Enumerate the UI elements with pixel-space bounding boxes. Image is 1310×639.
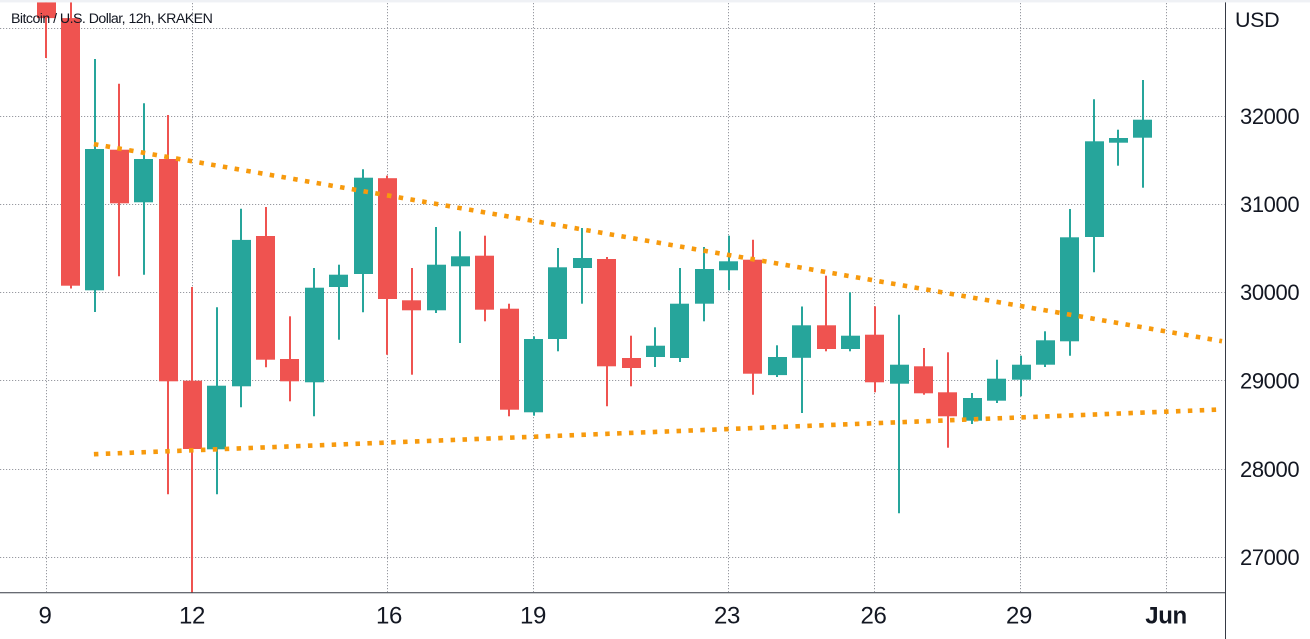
svg-text:23: 23 — [714, 602, 740, 629]
svg-text:Bitcoin / U.S. Dollar, 12h, KR: Bitcoin / U.S. Dollar, 12h, KRAKEN — [11, 11, 213, 27]
svg-text:26: 26 — [861, 602, 887, 629]
svg-text:12: 12 — [179, 602, 205, 629]
svg-text:27000: 27000 — [1240, 545, 1299, 570]
svg-text:30000: 30000 — [1240, 280, 1299, 305]
svg-text:Jun: Jun — [1145, 602, 1186, 629]
svg-text:USD: USD — [1235, 8, 1279, 32]
svg-text:29: 29 — [1006, 602, 1032, 629]
svg-text:32000: 32000 — [1240, 104, 1299, 129]
svg-text:19: 19 — [520, 602, 546, 629]
svg-text:31000: 31000 — [1240, 192, 1299, 217]
svg-text:16: 16 — [376, 602, 402, 629]
svg-text:9: 9 — [39, 602, 52, 629]
svg-text:28000: 28000 — [1240, 457, 1299, 482]
svg-text:29000: 29000 — [1240, 369, 1299, 394]
